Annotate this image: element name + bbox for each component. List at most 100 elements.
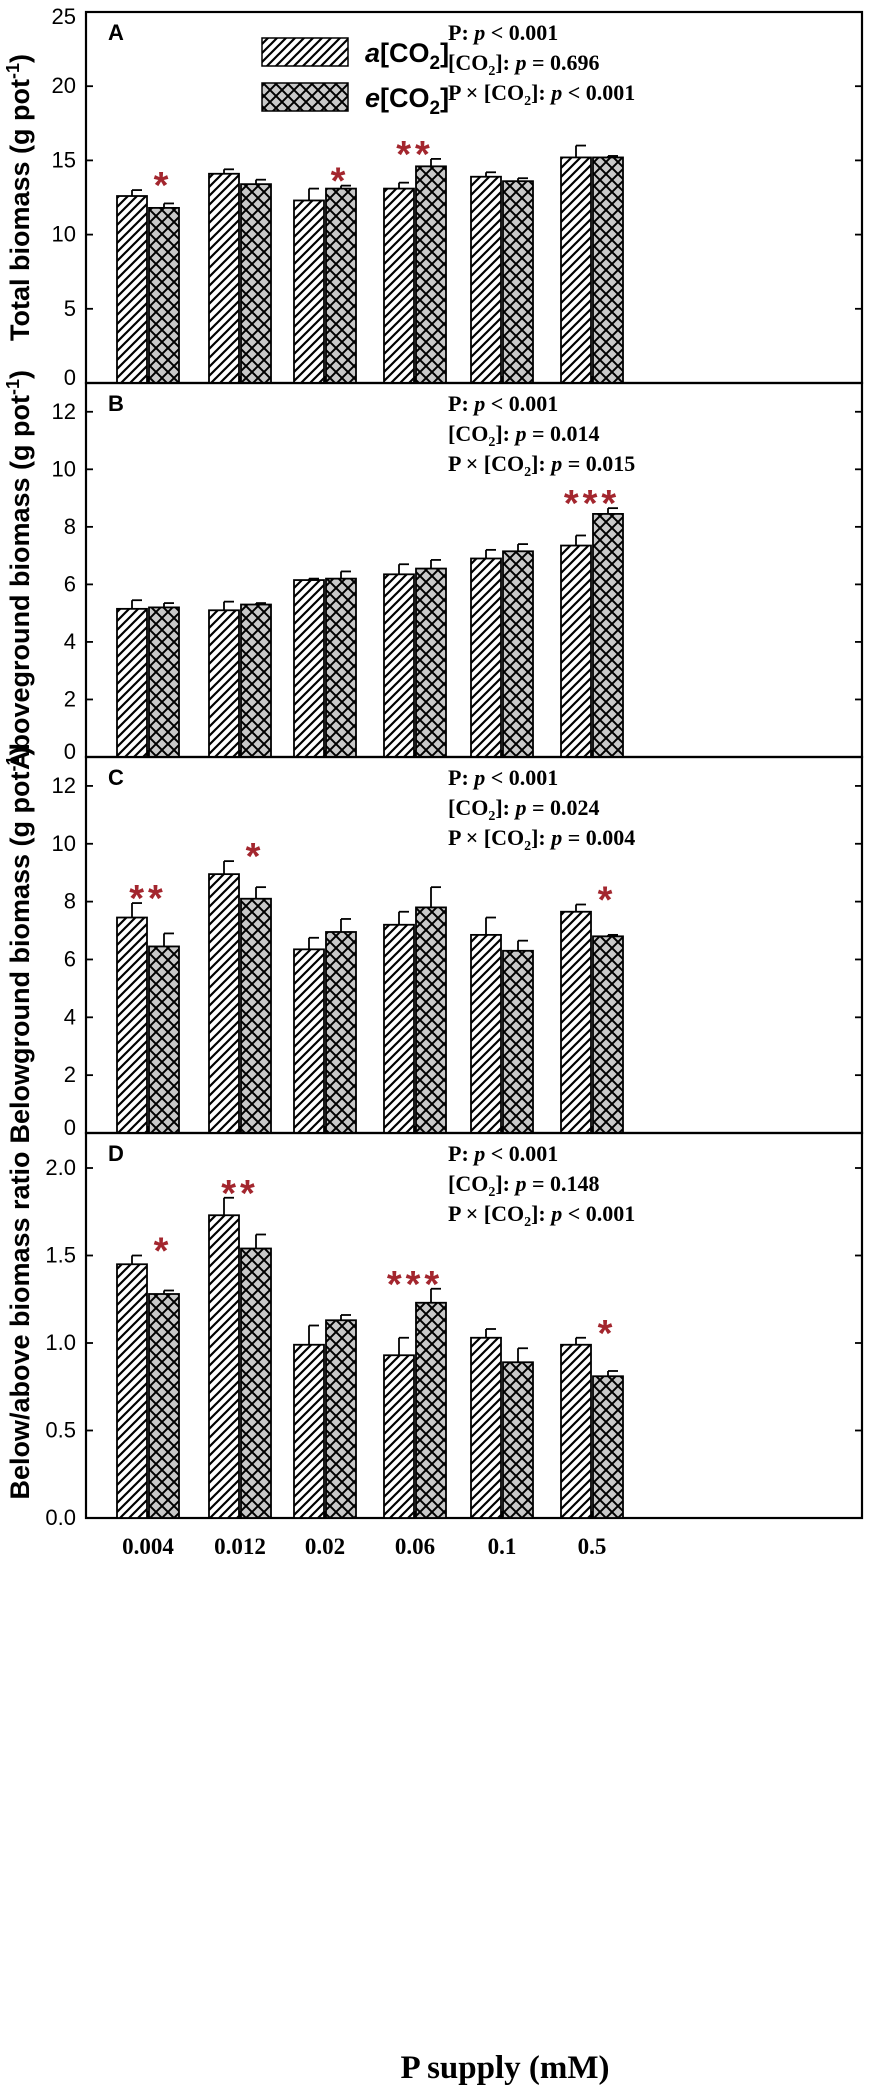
significance-stars: * [598, 880, 617, 922]
bar-ambient [383, 1354, 415, 1519]
y-tick-label: 10 [52, 456, 76, 481]
y-tick-label: 0.0 [45, 1505, 76, 1530]
bar-elevated [325, 187, 357, 384]
y-tick-label: 2.0 [45, 1155, 76, 1180]
panel-D: D 0.0 0.5 1.0 1.5 2.0 Below/above biomass rati… [5, 1131, 864, 1530]
bar-ambient [208, 873, 240, 1134]
y-tick-label: 12 [52, 399, 76, 424]
significance-stars: ** [221, 1173, 259, 1215]
bar-ambient [293, 1343, 325, 1519]
y-tick-label: 20 [52, 73, 76, 98]
bar-elevated [502, 1361, 534, 1519]
bar-ambient [470, 933, 502, 1134]
legend-label-ambient: a[CO2] [365, 38, 449, 74]
bar-elevated [240, 183, 272, 384]
significance-stars: ** [396, 134, 434, 176]
bar-elevated [148, 945, 180, 1134]
bar-elevated [592, 513, 624, 758]
significance-stars: *** [564, 483, 620, 525]
bar-elevated [325, 577, 357, 758]
y-tick-label: 2 [64, 1062, 76, 1087]
significance-stars: * [154, 165, 173, 207]
stats-line: P: p < 0.001 [448, 765, 558, 790]
significance-stars: * [598, 1313, 617, 1355]
significance-stars: * [331, 161, 350, 203]
bar-elevated [240, 897, 272, 1134]
bar-elevated [148, 206, 180, 384]
y-tick-label: 0 [64, 1115, 76, 1140]
significance-stars: *** [387, 1264, 443, 1306]
significance-stars: * [154, 1231, 173, 1273]
x-tick-label: 0.5 [578, 1534, 607, 1559]
legend: a[CO2] e[CO2] [261, 37, 449, 119]
panel-letter: C [108, 765, 124, 790]
y-tick-label: 0 [64, 739, 76, 764]
bar-elevated [415, 567, 447, 758]
y-tick-label: 0 [64, 365, 76, 390]
panel-B: B 0 2 4 6 8 10 12 Aboveground biomass (g pot-1) *… [3, 370, 864, 770]
y-tick-label: 1.0 [45, 1330, 76, 1355]
stats-line: P: p < 0.001 [448, 1141, 558, 1166]
y-tick-label: 8 [64, 514, 76, 539]
stats-line: P × [CO2]: p < 0.001 [448, 80, 635, 109]
y-tick-label: 1.5 [45, 1243, 76, 1268]
stats-line: P: p < 0.001 [448, 20, 558, 45]
bar-ambient [293, 948, 325, 1134]
bar-ambient [383, 923, 415, 1134]
bar-elevated [592, 156, 624, 384]
bar-ambient [116, 916, 148, 1134]
stats-line: P × [CO2]: p = 0.015 [448, 451, 635, 480]
bar-elevated [240, 603, 272, 758]
legend-swatch-elevated [261, 82, 349, 112]
x-tick-label: 0.1 [488, 1534, 517, 1559]
bar-ambient [116, 1263, 148, 1519]
bar-ambient [116, 195, 148, 384]
bar-elevated [325, 1319, 357, 1519]
y-tick-label: 6 [64, 946, 76, 971]
y-tick-label: 4 [64, 1004, 76, 1029]
x-tick-label: 0.004 [122, 1534, 174, 1559]
bar-ambient [208, 172, 240, 384]
x-tick-label: 0.02 [305, 1534, 345, 1559]
bar-ambient [470, 1336, 502, 1519]
panel-C: C 0 2 4 6 8 10 12 Belowground biomass (g pot-1) *… [3, 746, 864, 1144]
legend-swatch-ambient [261, 37, 349, 67]
y-tick-label: 10 [52, 222, 76, 247]
bar-elevated [502, 180, 534, 384]
bar-ambient [383, 187, 415, 384]
bar-ambient [383, 573, 415, 758]
bar-ambient [293, 579, 325, 758]
x-axis-label: P supply (mM) [400, 2050, 609, 2086]
y-axis-label: Total biomass (g pot-1) [3, 54, 35, 341]
bar-ambient [470, 175, 502, 384]
legend-label-elevated: e[CO2] [365, 83, 449, 119]
bar-ambient [116, 607, 148, 758]
y-axis-label: Belowground biomass (g pot-1) [3, 746, 35, 1143]
bar-elevated [502, 949, 534, 1134]
y-tick-label: 4 [64, 629, 76, 654]
bar-elevated [325, 931, 357, 1134]
significance-stars: ** [129, 878, 167, 920]
bar-ambient [560, 910, 592, 1134]
bar-ambient [560, 1343, 592, 1519]
stats-line: [CO2]: p = 0.696 [448, 50, 600, 79]
y-tick-label: 5 [64, 296, 76, 321]
stats-line: P × [CO2]: p = 0.004 [448, 825, 635, 854]
bar-elevated [592, 935, 624, 1134]
bar-ambient [293, 199, 325, 384]
x-tick-labels: 0.004 0.012 0.02 0.06 0.1 0.5 [122, 1534, 606, 1559]
bar-elevated [415, 906, 447, 1134]
stats-line: [CO2]: p = 0.148 [448, 1171, 600, 1200]
y-tick-label: 25 [52, 4, 76, 29]
y-tick-label: 0.5 [45, 1418, 76, 1443]
bar-elevated [240, 1247, 272, 1519]
bar-elevated [148, 1293, 180, 1519]
bar-elevated [502, 550, 534, 758]
bar-elevated [415, 165, 447, 384]
significance-stars: * [246, 836, 265, 878]
y-tick-label: 15 [52, 147, 76, 172]
bar-elevated [592, 1375, 624, 1519]
y-tick-label: 12 [52, 773, 76, 798]
bar-elevated [415, 1301, 447, 1519]
bar-ambient [208, 1214, 240, 1519]
